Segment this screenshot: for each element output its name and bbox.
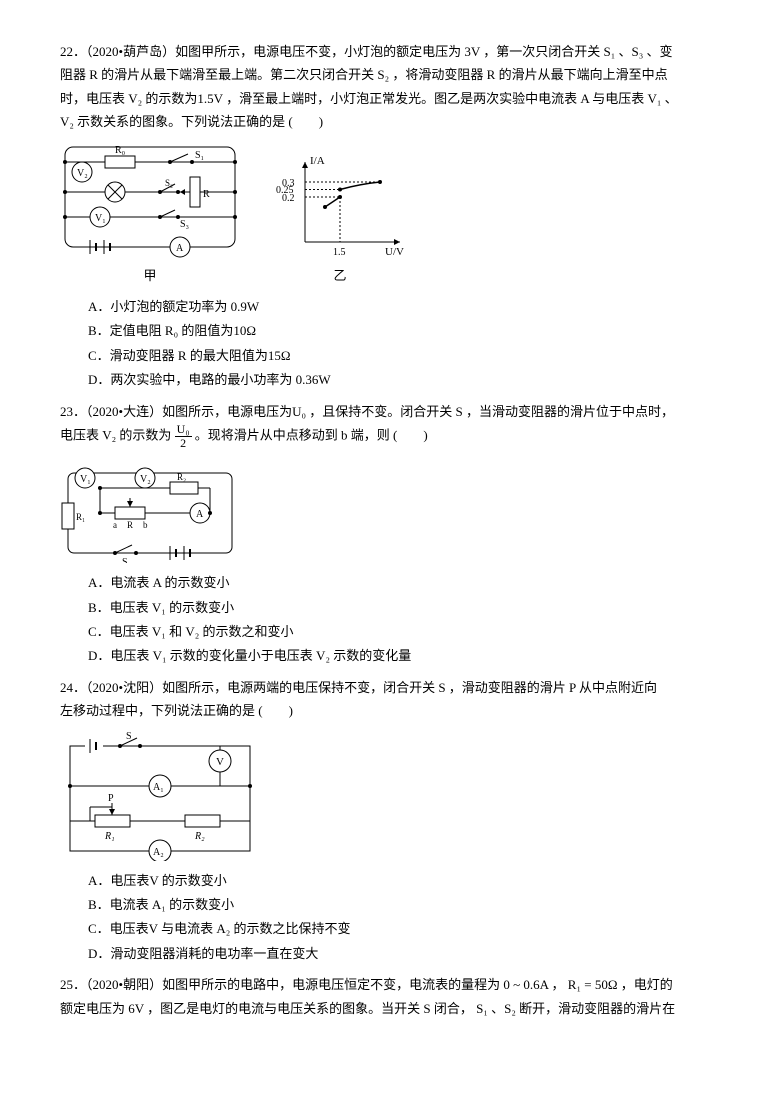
- svg-text:V₁: V₁: [80, 474, 91, 485]
- q25-text: 25．（2020•朝阳）如图甲所示的电路中，电源电压恒定不变，电流表的量程为 0…: [60, 973, 720, 996]
- svg-text:0.2: 0.2: [282, 193, 295, 204]
- q22-optB: B．定值电阻 R₀ 的阻值为10Ω: [88, 319, 720, 342]
- q22-optA: A．小灯泡的额定功率为 0.9W: [88, 295, 720, 318]
- yaxis-label: I/A: [310, 155, 325, 167]
- q22-optC: C．滑动变阻器 R 的最大阻值为15Ω: [88, 344, 720, 367]
- q22-diagrams: R₀ S₁ V₂ S₂: [60, 142, 720, 287]
- svg-text:R₂: R₂: [194, 831, 205, 842]
- svg-text:R₂: R₂: [177, 472, 186, 482]
- q22-text: 22．（2020•葫芦岛）如图甲所示，电源电压不变，小灯泡的额定电压为 3V ，…: [60, 40, 720, 63]
- question-24: 24．（2020•沈阳）如图所示，电源两端的电压保持不变，闭合开关 S ，滑动变…: [60, 676, 720, 965]
- svg-text:R₁: R₁: [76, 512, 85, 522]
- q23-optB: B．电压表 V₁ 的示数变小: [88, 596, 720, 619]
- q24-optA: A．电压表V 的示数变小: [88, 869, 720, 892]
- q23-optD: D．电压表 V₁ 示数的变化量小于电压表 V₂ 示数的变化量: [88, 644, 720, 667]
- q22-circuit-box: R₀ S₁ V₂ S₂: [60, 142, 240, 287]
- svg-text:R₁: R₁: [104, 831, 115, 842]
- q24-optC: C．电压表V 与电流表 A₂ 的示数之比保持不变: [88, 917, 720, 940]
- q23-fraction: U₀2: [175, 423, 192, 450]
- q24-source: （2020•沈阳）: [86, 680, 162, 695]
- svg-text:S: S: [122, 557, 128, 563]
- svg-text:a: a: [113, 520, 117, 530]
- svg-text:1.5: 1.5: [333, 247, 346, 258]
- svg-text:A: A: [176, 243, 184, 254]
- q24-optD: D．滑动变阻器消耗的电功率一直在变大: [88, 942, 720, 965]
- q24-number: 24．: [60, 680, 86, 695]
- q22-graph: I/A U/V 0.3 0.25 0.2 1.5: [270, 152, 410, 262]
- q22-number: 22．: [60, 44, 86, 59]
- svg-text:V₁: V₁: [95, 213, 106, 224]
- svg-text:V: V: [216, 756, 224, 768]
- q23-line2-pre: 电压表 V₂ 的示数为: [60, 428, 171, 443]
- q22-line3: 时，电压表 V₂ 的示数为1.5V ，滑至最上端时，小灯泡正常发光。图乙是两次实…: [60, 87, 720, 110]
- question-22: 22．（2020•葫芦岛）如图甲所示，电源电压不变，小灯泡的额定电压为 3V ，…: [60, 40, 720, 392]
- svg-text:A₂: A₂: [153, 847, 164, 858]
- svg-text:V₂: V₂: [140, 474, 151, 485]
- svg-text:R: R: [127, 520, 133, 530]
- q24-options: A．电压表V 的示数变小 B．电流表 A₁ 的示数变小 C．电压表V 与电流表 …: [88, 869, 720, 966]
- q22-caption1: 甲: [143, 264, 156, 287]
- svg-text:V₂: V₂: [77, 168, 88, 179]
- svg-text:A: A: [196, 509, 204, 520]
- q23-line2-post: 。现将滑片从中点移动到 b 端，则 ( ): [195, 428, 428, 443]
- q23-circuit: V₁ V₂ R₂ a R b A R₁: [60, 458, 240, 563]
- q22-graph-box: I/A U/V 0.3 0.25 0.2 1.5: [270, 152, 410, 287]
- q23-diagram: V₁ V₂ R₂ a R b A R₁: [60, 458, 720, 563]
- q22-caption2: 乙: [333, 264, 346, 287]
- svg-text:S₁: S₁: [195, 150, 204, 161]
- svg-text:S: S: [126, 731, 132, 742]
- q23-number: 23．: [60, 404, 86, 419]
- svg-text:R₀: R₀: [115, 145, 126, 156]
- q22-line4: V₂ 示数关系的图象。下列说法正确的是 ( ): [60, 110, 720, 133]
- q24-line1: 如图所示，电源两端的电压保持不变，闭合开关 S ，滑动变阻器的滑片 P 从中点附…: [162, 680, 657, 695]
- question-23: 23．（2020•大连）如图所示，电源电压为U₀ ，且保持不变。闭合开关 S ，…: [60, 400, 720, 668]
- q24-optB: B．电流表 A₁ 的示数变小: [88, 893, 720, 916]
- svg-text:P: P: [108, 793, 114, 804]
- q23-line1: 如图所示，电源电压为U₀ ，且保持不变。闭合开关 S ，当滑动变阻器的滑片位于中…: [162, 404, 674, 419]
- q23-source: （2020•大连）: [86, 404, 162, 419]
- q25-number: 25．: [60, 977, 86, 992]
- q23-line2: 电压表 V₂ 的示数为 U₀2 。现将滑片从中点移动到 b 端，则 ( ): [60, 423, 720, 450]
- q23-optC: C．电压表 V₁ 和 V₂ 的示数之和变小: [88, 620, 720, 643]
- question-25: 25．（2020•朝阳）如图甲所示的电路中，电源电压恒定不变，电流表的量程为 0…: [60, 973, 720, 1020]
- q25-source: （2020•朝阳）: [86, 977, 162, 992]
- q23-options: A．电流表 A 的示数变小 B．电压表 V₁ 的示数变小 C．电压表 V₁ 和 …: [88, 571, 720, 668]
- svg-text:A₁: A₁: [153, 782, 164, 793]
- q24-circuit: S V A₁ P R₁ R₂: [60, 731, 260, 861]
- q23-text: 23．（2020•大连）如图所示，电源电压为U₀ ，且保持不变。闭合开关 S ，…: [60, 400, 720, 423]
- q24-diagram: S V A₁ P R₁ R₂: [60, 731, 720, 861]
- q22-line2: 阻器 R 的滑片从最下端滑至最上端。第二次只闭合开关 S₂ ，将滑动变阻器 R …: [60, 63, 720, 86]
- svg-text:b: b: [143, 520, 148, 530]
- q22-options: A．小灯泡的额定功率为 0.9W B．定值电阻 R₀ 的阻值为10Ω C．滑动变…: [88, 295, 720, 392]
- q22-line1: 如图甲所示，电源电压不变，小灯泡的额定电压为 3V ，第一次只闭合开关 S₁ 、…: [175, 44, 672, 59]
- q22-optD: D．两次实验中，电路的最小功率为 0.36W: [88, 368, 720, 391]
- q23-optA: A．电流表 A 的示数变小: [88, 571, 720, 594]
- svg-text:S₃: S₃: [180, 219, 189, 230]
- xaxis-label: U/V: [385, 246, 404, 258]
- svg-text:S₂: S₂: [165, 178, 173, 188]
- q25-line2: 额定电压为 6V ，图乙是电灯的电流与电压关系的图象。当开关 S 闭合， S₁ …: [60, 997, 720, 1020]
- svg-text:R: R: [203, 189, 210, 200]
- q24-text: 24．（2020•沈阳）如图所示，电源两端的电压保持不变，闭合开关 S ，滑动变…: [60, 676, 720, 699]
- q22-circuit: R₀ S₁ V₂ S₂: [60, 142, 240, 262]
- q24-line2: 左移动过程中，下列说法正确的是 ( ): [60, 699, 720, 722]
- q25-line1: 如图甲所示的电路中，电源电压恒定不变，电流表的量程为 0 ~ 0.6A ， R₁…: [162, 977, 673, 992]
- q22-source: （2020•葫芦岛）: [86, 44, 175, 59]
